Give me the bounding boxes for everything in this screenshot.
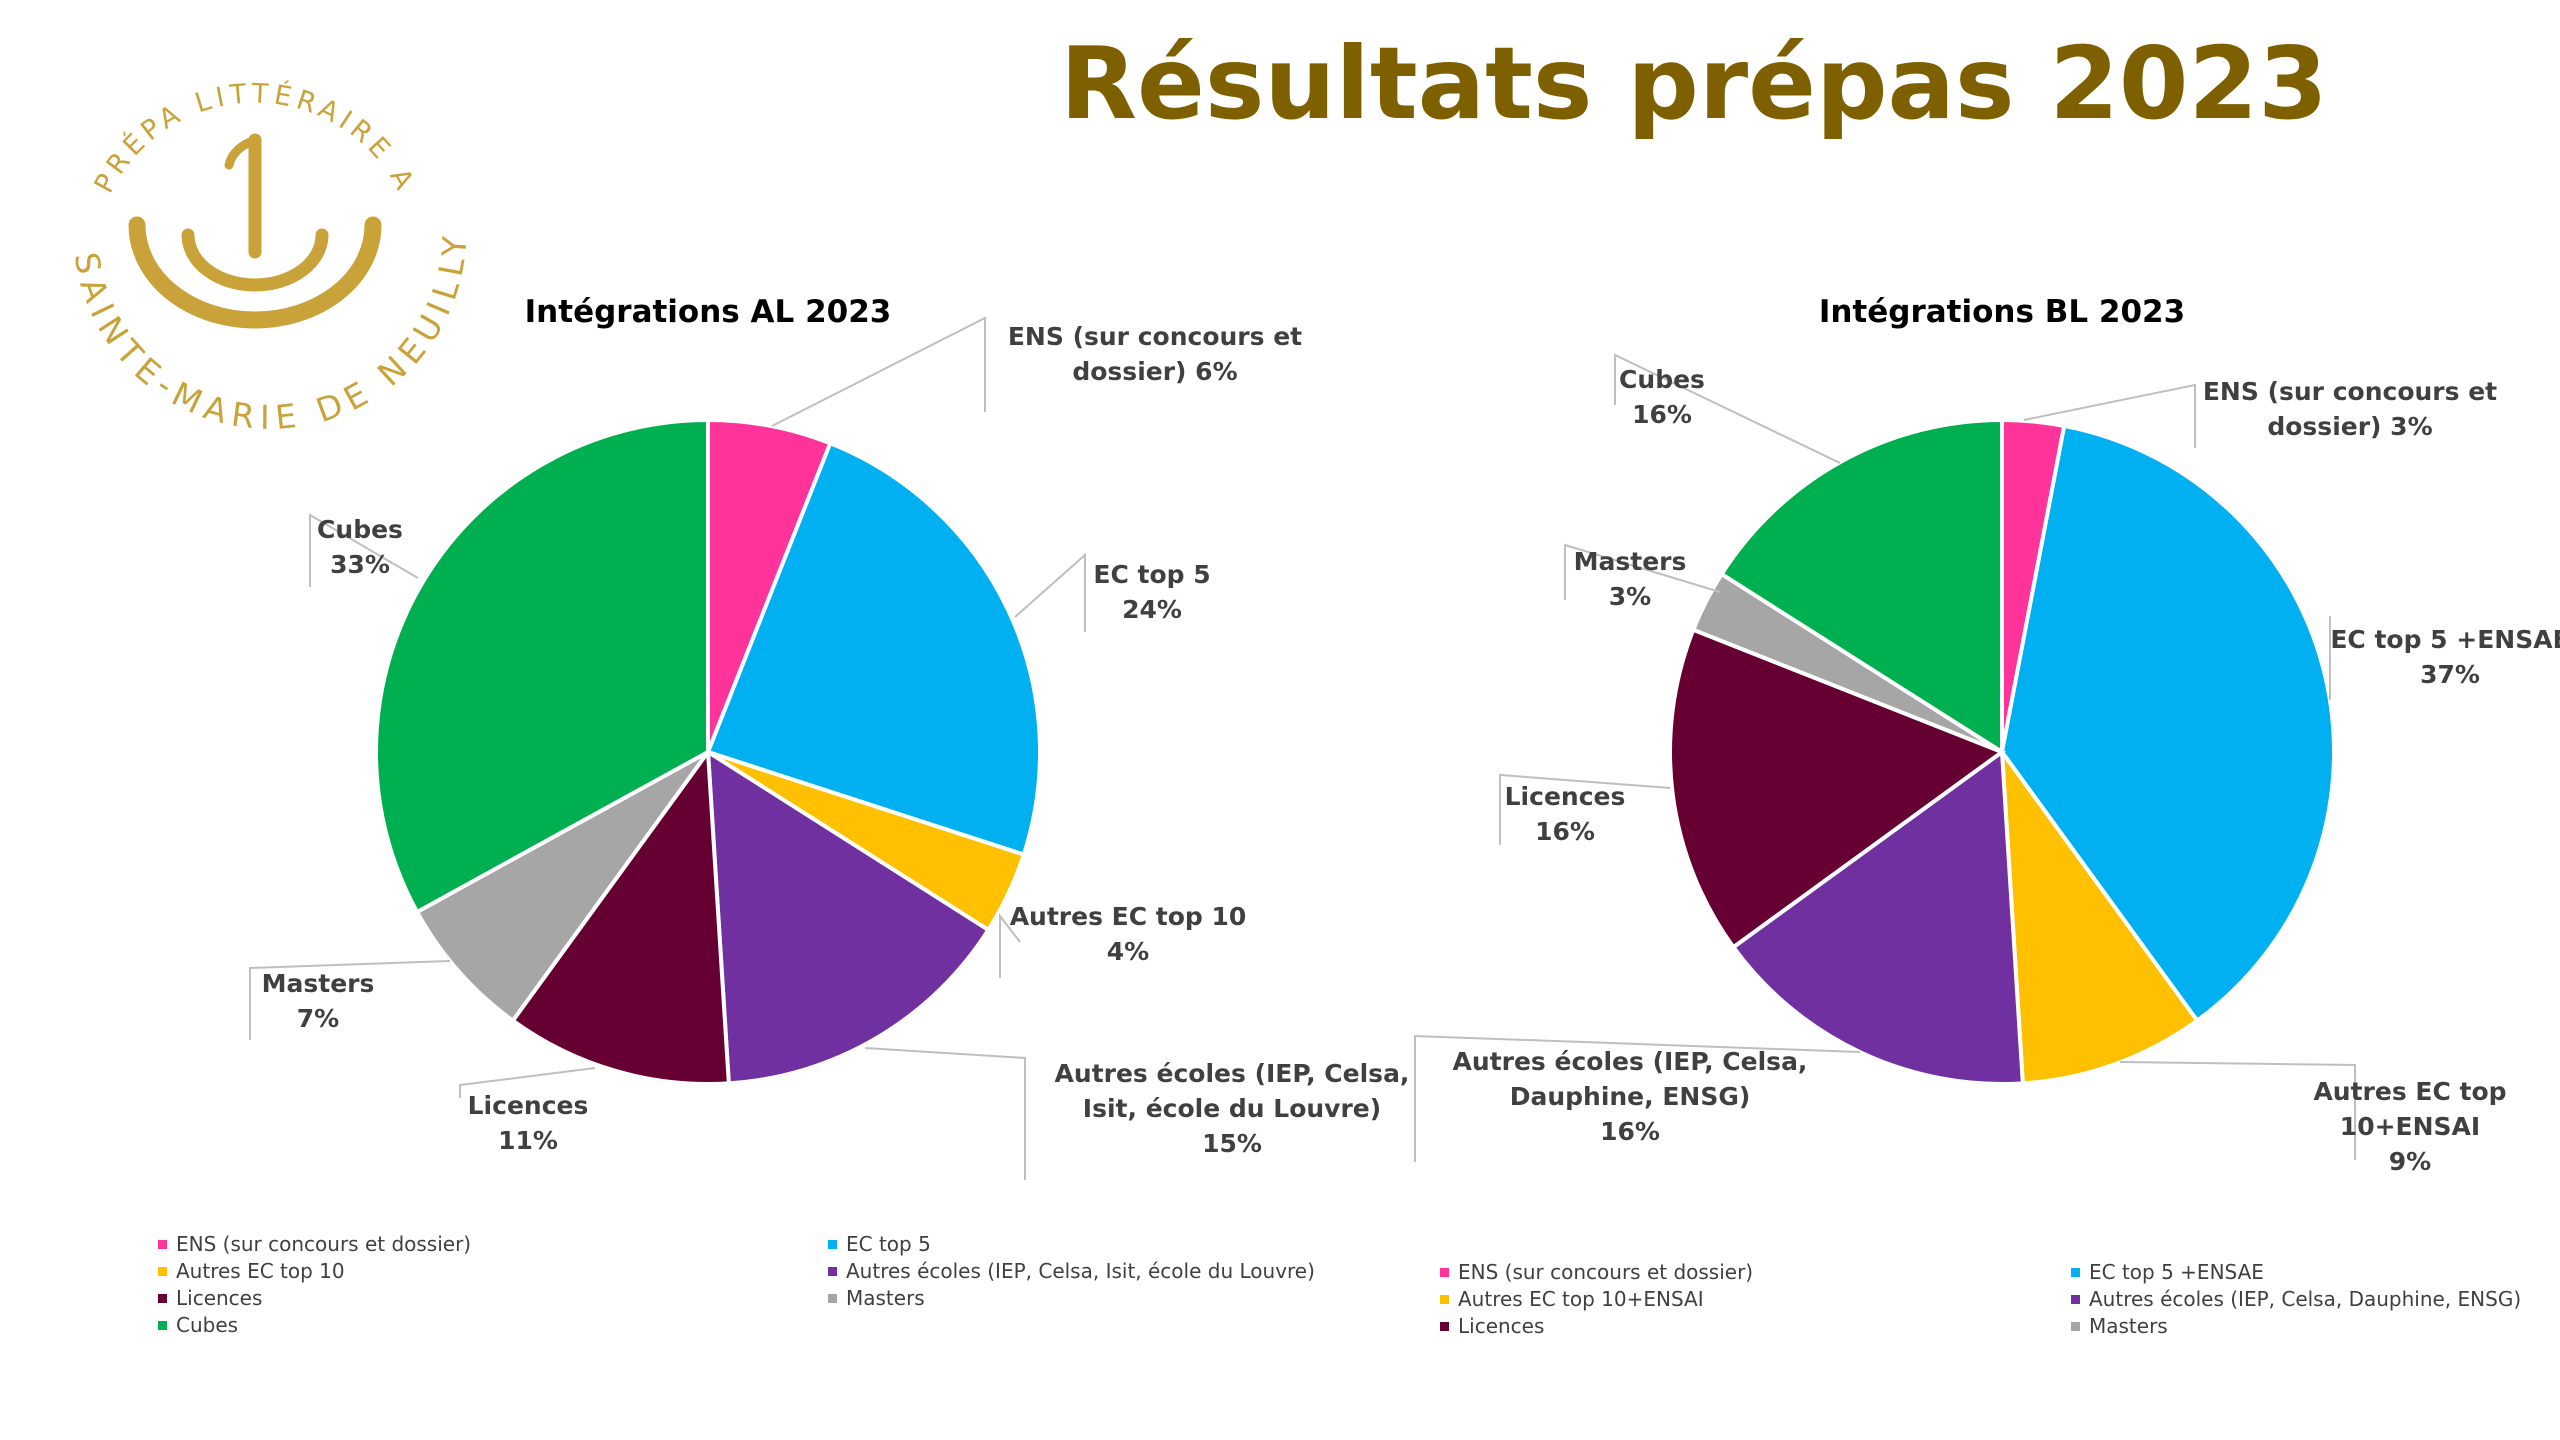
legend-label: Autres écoles (IEP, Celsa, Isit, école d… (846, 1259, 1315, 1283)
legend-item: EC top 5 (828, 1232, 931, 1256)
legend-item: Masters (2071, 1314, 2168, 1338)
chart-title: Intégrations AL 2023 (525, 294, 892, 330)
pie-chart-al: Intégrations AL 2023 ENS (sur concours et… (249, 294, 1410, 1180)
legend-swatch (1440, 1267, 1449, 1277)
legend-label: EC top 5 (846, 1232, 931, 1256)
legend-label: Masters (2089, 1314, 2168, 1338)
legend-swatch (2071, 1267, 2080, 1277)
data-label: Autres EC top 10+ENSAI 9% (2313, 1077, 2506, 1176)
legend-item: Autres écoles (IEP, Celsa, Isit, école d… (828, 1259, 1315, 1283)
legend-item: Autres EC top 10+ENSAI (1440, 1287, 1704, 1311)
legend-item: Autres écoles (IEP, Celsa, Dauphine, ENS… (2071, 1287, 2521, 1311)
pie-slice (1668, 627, 2007, 950)
pie-slice (706, 417, 833, 753)
leader-line (459, 1067, 596, 1098)
legend-swatch (158, 1293, 167, 1303)
data-label: Cubes 16% (1619, 365, 1705, 429)
data-label: EC top 5 +ENSAE 37% (2330, 625, 2560, 689)
legend-swatch (158, 1239, 167, 1249)
pie-slice (705, 440, 1042, 858)
data-label: Autres écoles (IEP, Celsa, Isit, école du… (1055, 1059, 1410, 1158)
pie-slice (1999, 745, 2200, 1086)
pie-slice (1718, 417, 2004, 756)
data-label: ENS (sur concours et dossier) 6% (1008, 322, 1302, 386)
leader-line (249, 960, 451, 1040)
legend-label: Autres écoles (IEP, Celsa, Dauphine, ENS… (2089, 1287, 2522, 1311)
legend-item: Autres EC top 10 (158, 1259, 345, 1283)
legend-swatch (828, 1293, 837, 1303)
data-label: Masters 7% (262, 969, 375, 1033)
leader-line (1014, 552, 1086, 632)
legend-swatch (158, 1320, 167, 1330)
legend-label: EC top 5 +ENSAE (2089, 1260, 2264, 1284)
legend-label: Masters (846, 1286, 925, 1310)
legend-label: Autres EC top 10 (176, 1259, 345, 1283)
data-label: Licences 11% (468, 1091, 589, 1155)
anchor-icon (128, 133, 382, 329)
legend-swatch (828, 1266, 837, 1276)
leader-line (1614, 353, 1841, 464)
pie-slice (510, 746, 731, 1086)
page-title: Résultats prépas 2023 (1060, 25, 2328, 142)
legend-swatch (2071, 1294, 2080, 1304)
legend-label: Licences (1458, 1314, 1545, 1338)
data-label: ENS (sur concours et dossier) 3% (2203, 377, 2497, 441)
legend-label: Licences (176, 1286, 263, 1310)
data-label: Autres écoles (IEP, Celsa, Dauphine, ENSG… (1453, 1047, 1808, 1146)
leader-line (864, 1047, 1026, 1180)
legend-swatch (158, 1266, 167, 1276)
legend-swatch (1440, 1294, 1449, 1304)
legend-swatch (828, 1239, 837, 1249)
data-label: Autres EC top 10 4% (1010, 902, 1247, 966)
legend-item: Licences (1440, 1314, 1544, 1338)
leader-line (1564, 543, 1721, 600)
pie-chart-bl: Intégrations BL 2023 ENS (sur concours et… (1414, 294, 2560, 1176)
pie-slice (414, 750, 710, 1024)
data-label: Cubes 33% (317, 515, 403, 579)
chart-title: Intégrations BL 2023 (1819, 294, 2185, 330)
legend-swatch (1440, 1321, 1449, 1331)
pie-slice (374, 417, 710, 915)
legend-label: Autres EC top 10+ENSAI (1458, 1287, 1704, 1311)
leader-line (1499, 773, 1671, 845)
pie-slice (1730, 748, 2025, 1086)
legend-item: EC top 5 +ENSAE (2071, 1260, 2264, 1284)
leader-line (2119, 1061, 2356, 1160)
legend-item: ENS (sur concours et dossier) (158, 1232, 471, 1256)
leader-line (309, 513, 419, 587)
pie-slice (1999, 423, 2336, 1024)
school-logo: PRÉPA LITTÉRAIRE AL ET BL SAINTE-MARIE D… (55, 30, 468, 437)
legend-item: Masters (828, 1286, 925, 1310)
data-label: Masters 3% (1574, 547, 1687, 611)
legend-label: ENS (sur concours et dossier) (1458, 1260, 1754, 1284)
legend-label: ENS (sur concours et dossier) (176, 1232, 472, 1256)
legend-item: ENS (sur concours et dossier) (1440, 1260, 1753, 1284)
data-label: Licences 16% (1505, 782, 1626, 846)
legend-swatch (2071, 1321, 2080, 1331)
legend-item: Cubes (158, 1313, 238, 1337)
leader-line (1414, 1034, 1861, 1162)
pie-slice (705, 748, 992, 1086)
data-label: EC top 5 24% (1093, 560, 1210, 624)
legend-item: Licences (158, 1286, 262, 1310)
leader-line (771, 316, 986, 427)
leader-line (2023, 383, 2196, 448)
legend-label: Cubes (176, 1313, 239, 1337)
leader-line (999, 913, 1021, 978)
